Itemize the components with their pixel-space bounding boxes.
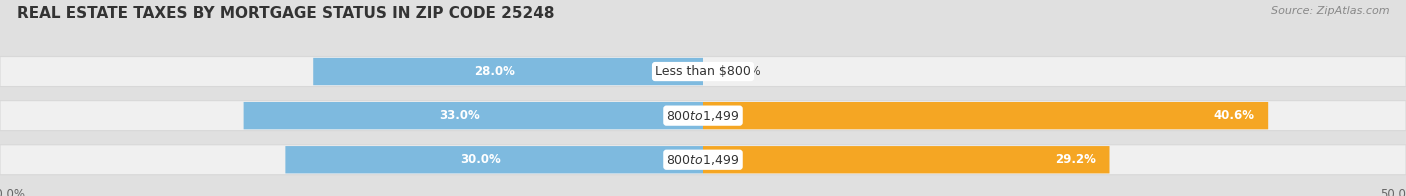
- Text: Source: ZipAtlas.com: Source: ZipAtlas.com: [1271, 6, 1389, 16]
- Text: $800 to $1,499: $800 to $1,499: [666, 153, 740, 167]
- FancyBboxPatch shape: [0, 145, 1406, 175]
- FancyBboxPatch shape: [703, 102, 1268, 129]
- Text: Less than $800: Less than $800: [655, 65, 751, 78]
- Text: REAL ESTATE TAXES BY MORTGAGE STATUS IN ZIP CODE 25248: REAL ESTATE TAXES BY MORTGAGE STATUS IN …: [17, 6, 554, 21]
- Text: 28.0%: 28.0%: [474, 65, 515, 78]
- FancyBboxPatch shape: [0, 56, 1406, 87]
- Text: 0.0%: 0.0%: [731, 65, 761, 78]
- Text: 33.0%: 33.0%: [439, 109, 479, 122]
- Text: 30.0%: 30.0%: [460, 153, 501, 166]
- FancyBboxPatch shape: [285, 146, 703, 173]
- FancyBboxPatch shape: [243, 102, 703, 129]
- FancyBboxPatch shape: [0, 101, 1406, 131]
- Text: 29.2%: 29.2%: [1054, 153, 1095, 166]
- Text: $800 to $1,499: $800 to $1,499: [666, 109, 740, 123]
- Text: 40.6%: 40.6%: [1213, 109, 1254, 122]
- FancyBboxPatch shape: [314, 58, 703, 85]
- FancyBboxPatch shape: [703, 146, 1109, 173]
